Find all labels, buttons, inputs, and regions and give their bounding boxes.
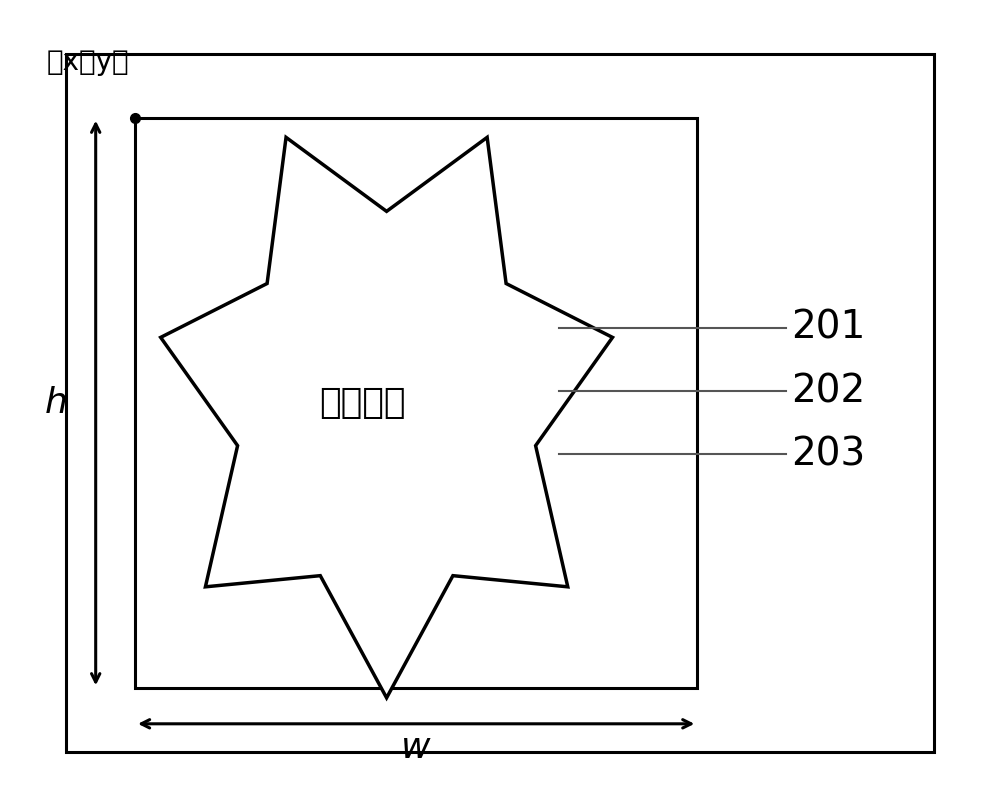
Text: 202: 202 <box>791 372 865 410</box>
Text: 201: 201 <box>791 309 865 347</box>
Bar <box>66 55 934 751</box>
Text: w: w <box>401 730 431 765</box>
Text: 203: 203 <box>791 435 865 473</box>
Text: h: h <box>45 386 68 420</box>
Text: 缺陷区域: 缺陷区域 <box>319 386 405 420</box>
Bar <box>135 118 697 688</box>
Text: （x，y）: （x，y） <box>46 48 129 77</box>
Polygon shape <box>161 137 613 698</box>
